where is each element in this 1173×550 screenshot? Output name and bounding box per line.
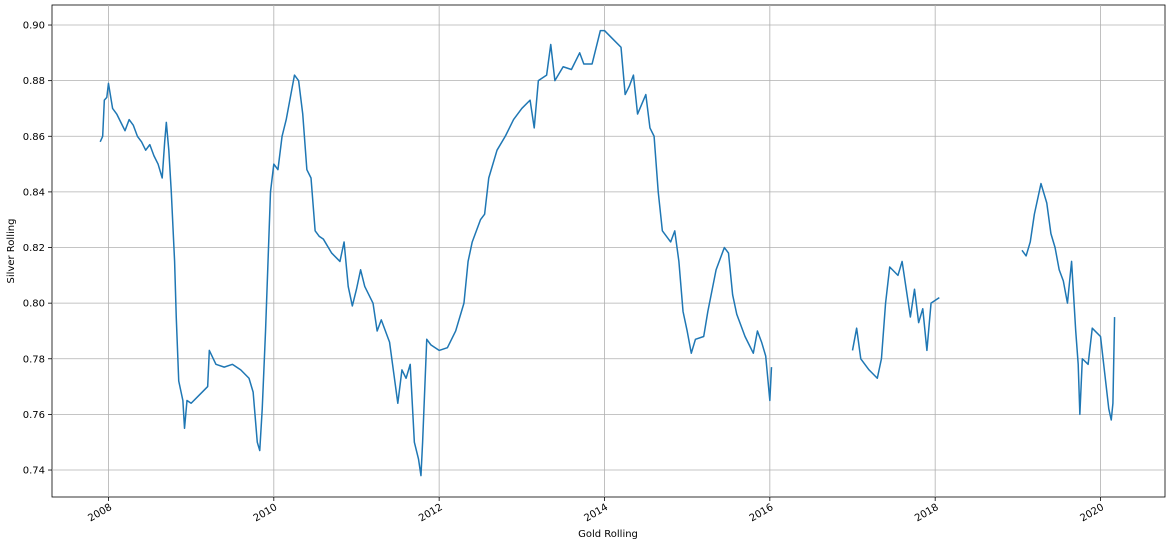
data-line [99, 29, 1116, 477]
x-tick-label: 2008 [86, 502, 114, 524]
y-tick-label: 0.74 [23, 466, 45, 477]
y-tick-label: 0.90 [23, 21, 45, 32]
y-tick-label: 0.80 [23, 299, 45, 310]
plot-frame [51, 4, 1166, 498]
y-tick-label: 0.84 [23, 187, 45, 198]
y-axis-label: Silver Rolling [6, 219, 17, 284]
y-tick-label: 0.78 [23, 354, 45, 365]
x-tick-label: 2010 [252, 502, 280, 524]
y-tick-label: 0.82 [23, 243, 45, 254]
x-tick-label: 2012 [417, 502, 445, 524]
x-tick-label: 2018 [913, 502, 941, 524]
x-tick-label: 2014 [582, 502, 610, 524]
y-tick-label: 0.76 [23, 410, 45, 421]
x-tick-label: 2016 [748, 502, 776, 524]
x-tick-label: 2020 [1078, 502, 1106, 524]
y-tick-label: 0.88 [23, 76, 45, 87]
x-axis-label: Gold Rolling [578, 529, 638, 540]
y-tick-label: 0.86 [23, 132, 45, 143]
